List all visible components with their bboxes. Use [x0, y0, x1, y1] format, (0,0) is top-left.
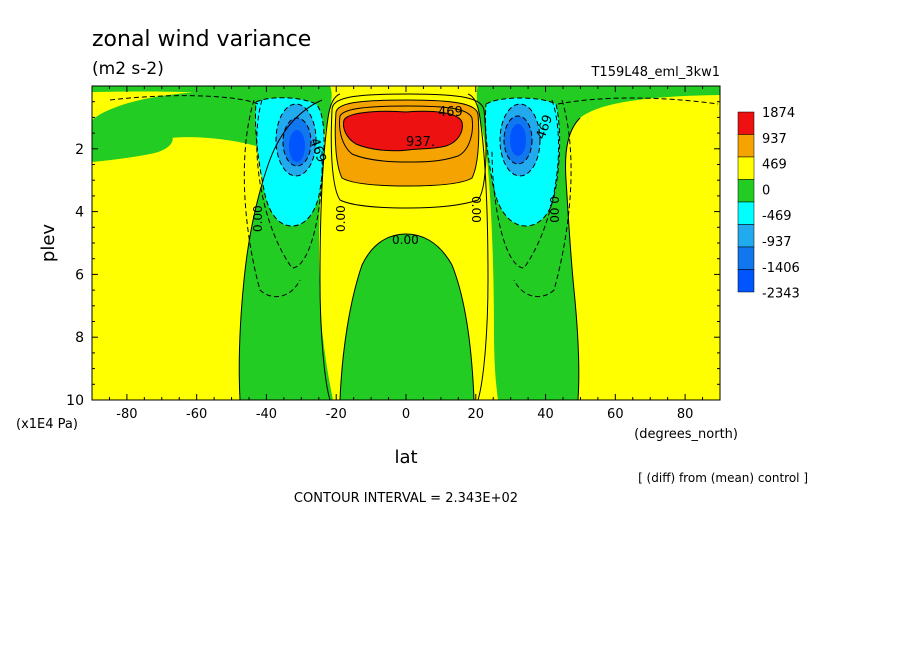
x-tick-label: -60 — [186, 407, 207, 422]
y-tick-label: 6 — [75, 267, 84, 283]
contour-line-negative-outer-left — [256, 99, 323, 269]
contour-line-negative-cyan-right — [484, 97, 561, 227]
contour-line-zero-rightb — [467, 93, 489, 401]
contour-lines — [109, 93, 719, 401]
contour-fill-deepblue-right — [510, 124, 526, 156]
x-tick-label: 80 — [677, 407, 694, 422]
x-axis: -80 -60 -40 -20 0 20 40 60 80 — [91, 86, 721, 422]
contour-label: 0.00 — [251, 205, 265, 232]
contour-line-positive-mid — [339, 105, 473, 163]
y-tick-label: 10 — [66, 393, 84, 409]
colorbar-swatch — [737, 269, 755, 293]
contour-label: 0.00 — [334, 205, 348, 232]
contour-line-darkblue-right — [503, 115, 533, 165]
colorbar-label: 469 — [762, 158, 787, 173]
x-axis-units: (degrees_north) — [634, 427, 738, 442]
x-tick-label: -40 — [256, 407, 277, 422]
contour-line-negative-outer-right — [491, 99, 560, 269]
colorbar: 1874 937 469 0 -469 -937 -1406 -2343 — [737, 106, 800, 302]
contour-label: 469 — [438, 105, 463, 120]
contour-fill-red — [343, 111, 463, 151]
y-tick-label: 8 — [75, 330, 84, 346]
plot-area — [92, 86, 720, 400]
colorbar-swatch — [737, 156, 755, 180]
contour-fill-negative-center — [340, 234, 474, 400]
colorbar-label: -2343 — [762, 287, 800, 302]
x-tick-label: 60 — [607, 407, 624, 422]
colorbar-label: 0 — [762, 183, 770, 198]
colorbar-swatch — [737, 179, 755, 203]
colorbar-swatch — [737, 134, 755, 158]
contour-interval: CONTOUR INTERVAL = 2.343E+02 — [294, 491, 518, 506]
contour-line-positive-red — [343, 110, 463, 152]
colorbar-swatch — [737, 201, 755, 225]
x-tick-label: 40 — [537, 407, 554, 422]
contour-line-zero-leftb — [319, 93, 341, 401]
colorbar-label: -469 — [762, 209, 792, 224]
x-axis-label: lat — [394, 447, 417, 468]
contour-line-positive-outer — [330, 93, 487, 209]
contour-line-negative-upper-left — [109, 95, 259, 105]
colorbar-label: 1874 — [762, 106, 795, 121]
contour-line-blue-right — [499, 103, 541, 177]
contour-label: 937. — [406, 135, 435, 150]
x-tick-label: -20 — [326, 407, 347, 422]
contour-line-negative-wide-right — [513, 99, 572, 298]
chart-units: (m2 s-2) — [92, 59, 164, 79]
colorbar-swatch — [737, 224, 755, 248]
contour-fill-deepblue-left — [289, 130, 305, 162]
contour-label: 0.00 — [547, 196, 561, 223]
y-tick-label: 2 — [75, 142, 84, 158]
contour-line-zero-right — [565, 117, 581, 401]
y-axis: 2 4 6 8 10 — [66, 85, 720, 409]
contour-line-zero-left — [238, 99, 323, 401]
y-axis-units: (x1E4 Pa) — [16, 417, 78, 432]
colorbar-label: 937 — [762, 132, 787, 147]
x-tick-label: -80 — [116, 407, 137, 422]
x-tick-label: 0 — [402, 407, 410, 422]
contour-label: 0.00 — [469, 196, 483, 223]
chart-title: zonal wind variance — [92, 27, 311, 52]
colorbar-swatch — [737, 246, 755, 270]
contour-line-blue-left — [275, 103, 317, 177]
contour-fill-negative-patch — [92, 125, 173, 162]
y-tick-label: 4 — [75, 205, 84, 221]
contour-line-darkblue-left — [282, 117, 312, 167]
contour-line-zero-inner — [339, 233, 475, 401]
contour-labels: 469 937. 469 469 0.00 0.00 0.00 0.00 0.0… — [251, 105, 561, 247]
experiment-label: T159L48_eml_3kw1 — [590, 65, 720, 80]
contour-line-negative-wide-left — [243, 99, 301, 298]
y-axis-label: plev — [38, 224, 59, 263]
contour-line-negative-cyan-left — [254, 97, 325, 227]
contour-label: 0.00 — [392, 233, 419, 247]
colorbar-swatch — [737, 111, 755, 135]
colorbar-label: -1406 — [762, 261, 800, 276]
contour-line-negative-upper-right — [557, 97, 719, 105]
contour-line-positive-orange — [334, 99, 480, 187]
colorbar-label: -937 — [762, 235, 792, 250]
diff-note: [ (diff) from (mean) control ] — [638, 471, 808, 485]
x-tick-label: 20 — [468, 407, 485, 422]
